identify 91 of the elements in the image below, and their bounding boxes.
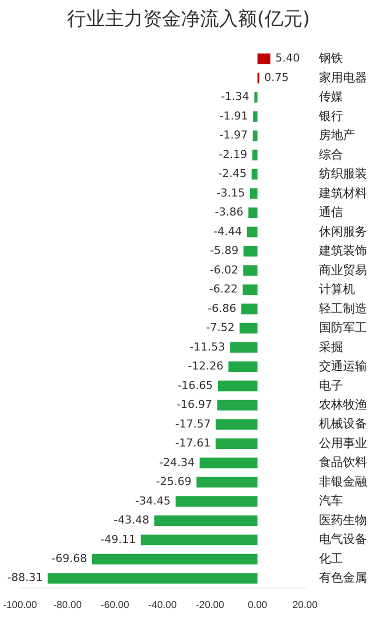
y-tick-label: 国防军工: [319, 320, 367, 335]
y-tick-label: 轻工制造: [319, 301, 367, 316]
bar: [218, 380, 258, 392]
bar: [217, 400, 258, 410]
y-tick-label: 计算机: [319, 282, 355, 296]
y-tick-label: 电气设备: [319, 532, 367, 546]
y-tick-label: 商业贸易: [319, 262, 367, 277]
bar: [140, 534, 258, 546]
x-tick-label: -20.00: [196, 600, 225, 611]
y-tick-label: 机械设备: [319, 416, 367, 431]
data-label: -17.57: [175, 417, 211, 430]
bar: [48, 573, 258, 584]
y-tick-label: 有色金属: [319, 570, 367, 585]
y-tick-label: 银行: [318, 108, 343, 123]
data-label: -16.65: [177, 378, 213, 392]
data-label: -12.26: [188, 360, 224, 373]
bar: [246, 226, 258, 238]
chart-title: 行业主力资金净流入额(亿元): [66, 7, 311, 32]
data-label: -69.68: [52, 552, 87, 565]
data-label: -1.91: [219, 109, 248, 122]
y-tick-label: 钢铁: [318, 51, 343, 66]
data-label: -34.45: [135, 494, 171, 508]
bar: [252, 111, 258, 122]
x-tick-label: 20.00: [292, 600, 318, 611]
data-label: -49.11: [100, 532, 136, 546]
data-label: -88.31: [7, 571, 43, 584]
data-label: -2.45: [218, 167, 247, 180]
data-label: -6.22: [209, 282, 238, 296]
bar: [154, 515, 258, 526]
y-tick-label: 传媒: [319, 90, 343, 104]
bar: [241, 304, 258, 314]
y-tick-label: 通信: [319, 205, 343, 220]
bar: [250, 188, 258, 199]
y-tick-label: 建筑材料: [318, 186, 367, 200]
y-tick-label: 汽车: [319, 494, 343, 508]
bar: [228, 361, 258, 372]
data-label: -16.97: [176, 398, 212, 412]
y-tick-label: 纺织服装: [319, 166, 367, 181]
bar: [257, 54, 270, 64]
y-tick-label: 公用事业: [319, 436, 367, 450]
bar: [242, 284, 258, 296]
y-tick-label: 农林牧渔: [319, 398, 367, 412]
y-tick-label: 食品饮料: [319, 455, 367, 470]
bar: [248, 207, 258, 218]
bar: [252, 150, 258, 160]
x-tick-label: -80.00: [53, 600, 82, 611]
data-label: -4.44: [213, 224, 242, 238]
y-tick-label: 建筑装饰: [318, 244, 367, 258]
x-tick-label: -100.00: [2, 600, 38, 611]
bar: [216, 419, 258, 430]
data-label: -43.48: [114, 514, 150, 527]
data-label: -6.86: [208, 302, 236, 315]
bar: [252, 130, 258, 142]
x-tick-label: 0.00: [248, 600, 268, 611]
bar: [254, 92, 258, 103]
y-tick-label: 电子: [319, 378, 343, 392]
data-label: -1.97: [219, 128, 248, 142]
data-label: -25.69: [156, 475, 192, 488]
y-tick-label: 采掘: [319, 340, 343, 354]
data-label: -7.52: [206, 321, 235, 334]
data-label: -5.89: [210, 244, 238, 258]
data-label: -1.34: [220, 90, 250, 104]
bar: [92, 554, 258, 564]
bar: [240, 322, 258, 334]
y-tick-label: 化工: [319, 551, 343, 566]
data-label: -11.53: [190, 340, 226, 354]
y-tick-label: 医药生物: [319, 512, 367, 527]
data-label: 5.40: [275, 52, 300, 65]
y-tick-label: 家用电器: [319, 70, 367, 84]
bar: [196, 476, 258, 488]
data-label: -24.34: [159, 456, 195, 469]
y-tick-label: 房地产: [319, 128, 355, 142]
y-tick-label: 非银金融: [319, 474, 367, 488]
bar: [176, 496, 258, 507]
bar: [252, 168, 258, 180]
data-label: -17.61: [175, 436, 211, 450]
y-tick-label: 休闲服务: [319, 224, 367, 238]
y-tick-label: 交通运输: [319, 359, 367, 374]
data-label: -3.15: [216, 186, 246, 200]
x-tick-label: -60.00: [100, 600, 130, 611]
bar: [243, 265, 258, 276]
data-label: -3.86: [214, 206, 244, 219]
data-label: -2.19: [218, 148, 248, 161]
data-label: -6.02: [210, 263, 238, 276]
y-tick-label: 综合: [319, 147, 343, 162]
bar: [200, 458, 258, 468]
bar: [216, 438, 258, 449]
x-tick-label: -40.00: [148, 600, 178, 611]
data-label: 0.75: [264, 70, 289, 84]
bar: [230, 342, 258, 353]
bar: [244, 246, 258, 257]
